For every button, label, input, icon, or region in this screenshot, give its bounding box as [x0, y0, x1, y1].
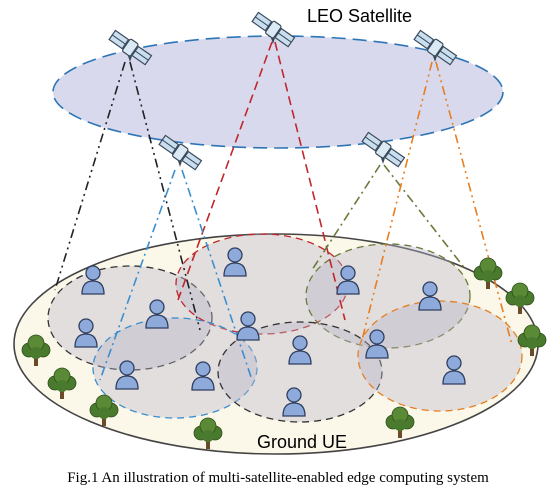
- ground-layer-label: Ground UE: [257, 432, 347, 452]
- green-link: [311, 164, 381, 271]
- satellite-layer-label: LEO Satellite: [307, 6, 412, 26]
- coverage-area-bottom-right: [357, 300, 523, 412]
- blue-link: [181, 169, 253, 381]
- figure-caption: Fig.1 An illustration of multi-satellite…: [67, 470, 489, 486]
- orange-link: [361, 61, 433, 341]
- coverage-area-bottom-center: [217, 321, 383, 423]
- edge-computing-diagram: LEO Satellite Ground UE: [13, 6, 547, 455]
- orange-link: [435, 61, 513, 346]
- black-link: [54, 61, 126, 291]
- satellite-links: [54, 41, 513, 381]
- coverage-area-bottom-left: [92, 317, 258, 419]
- red-link: [274, 41, 346, 321]
- blue-link: [99, 169, 176, 381]
- red-link: [177, 41, 273, 301]
- green-link: [383, 164, 467, 271]
